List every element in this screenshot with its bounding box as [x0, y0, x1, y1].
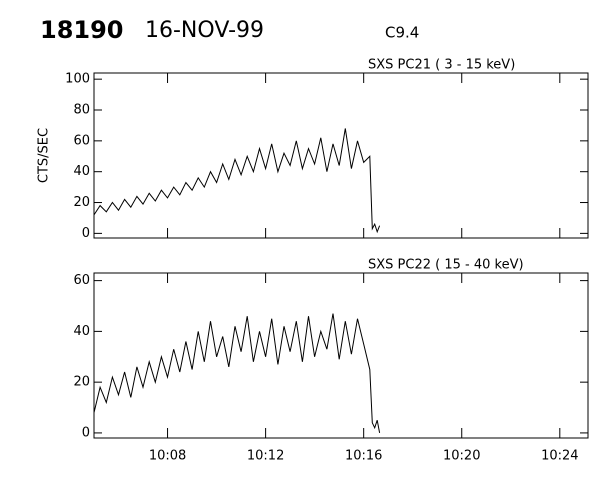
panel-label: SXS PC21 ( 3 - 15 keV): [368, 58, 515, 73]
x-tick-label: 10:16: [345, 449, 382, 464]
x-tick-label: 10:12: [247, 449, 284, 464]
y-axis-label: CTS/SEC: [37, 128, 52, 183]
panel-label: SXS PC22 ( 15 - 40 keV): [368, 258, 524, 273]
chart-title: 18190: [40, 16, 124, 44]
y-tick-label: 20: [73, 375, 90, 390]
y-tick-label: 80: [73, 103, 90, 118]
data-line: [93, 128, 381, 234]
x-tick-label: 10:20: [443, 449, 480, 464]
plot-frame: [93, 72, 589, 239]
x-tick-label: 10:24: [541, 449, 578, 464]
chart-subtitle: 16-NOV-99: [145, 18, 264, 43]
y-tick-label: 0: [82, 425, 90, 440]
y-tick-label: 60: [73, 273, 90, 288]
y-tick-label: 40: [73, 324, 90, 339]
y-tick-label: 60: [73, 133, 90, 148]
annotation: C9.4: [385, 24, 419, 42]
y-tick-label: 100: [65, 72, 90, 87]
y-tick-label: 20: [73, 195, 90, 210]
x-tick-label: 10:08: [149, 449, 186, 464]
plot-frame: [93, 272, 589, 439]
y-tick-label: 40: [73, 164, 90, 179]
y-tick-label: 0: [82, 226, 90, 241]
data-line: [93, 313, 381, 433]
